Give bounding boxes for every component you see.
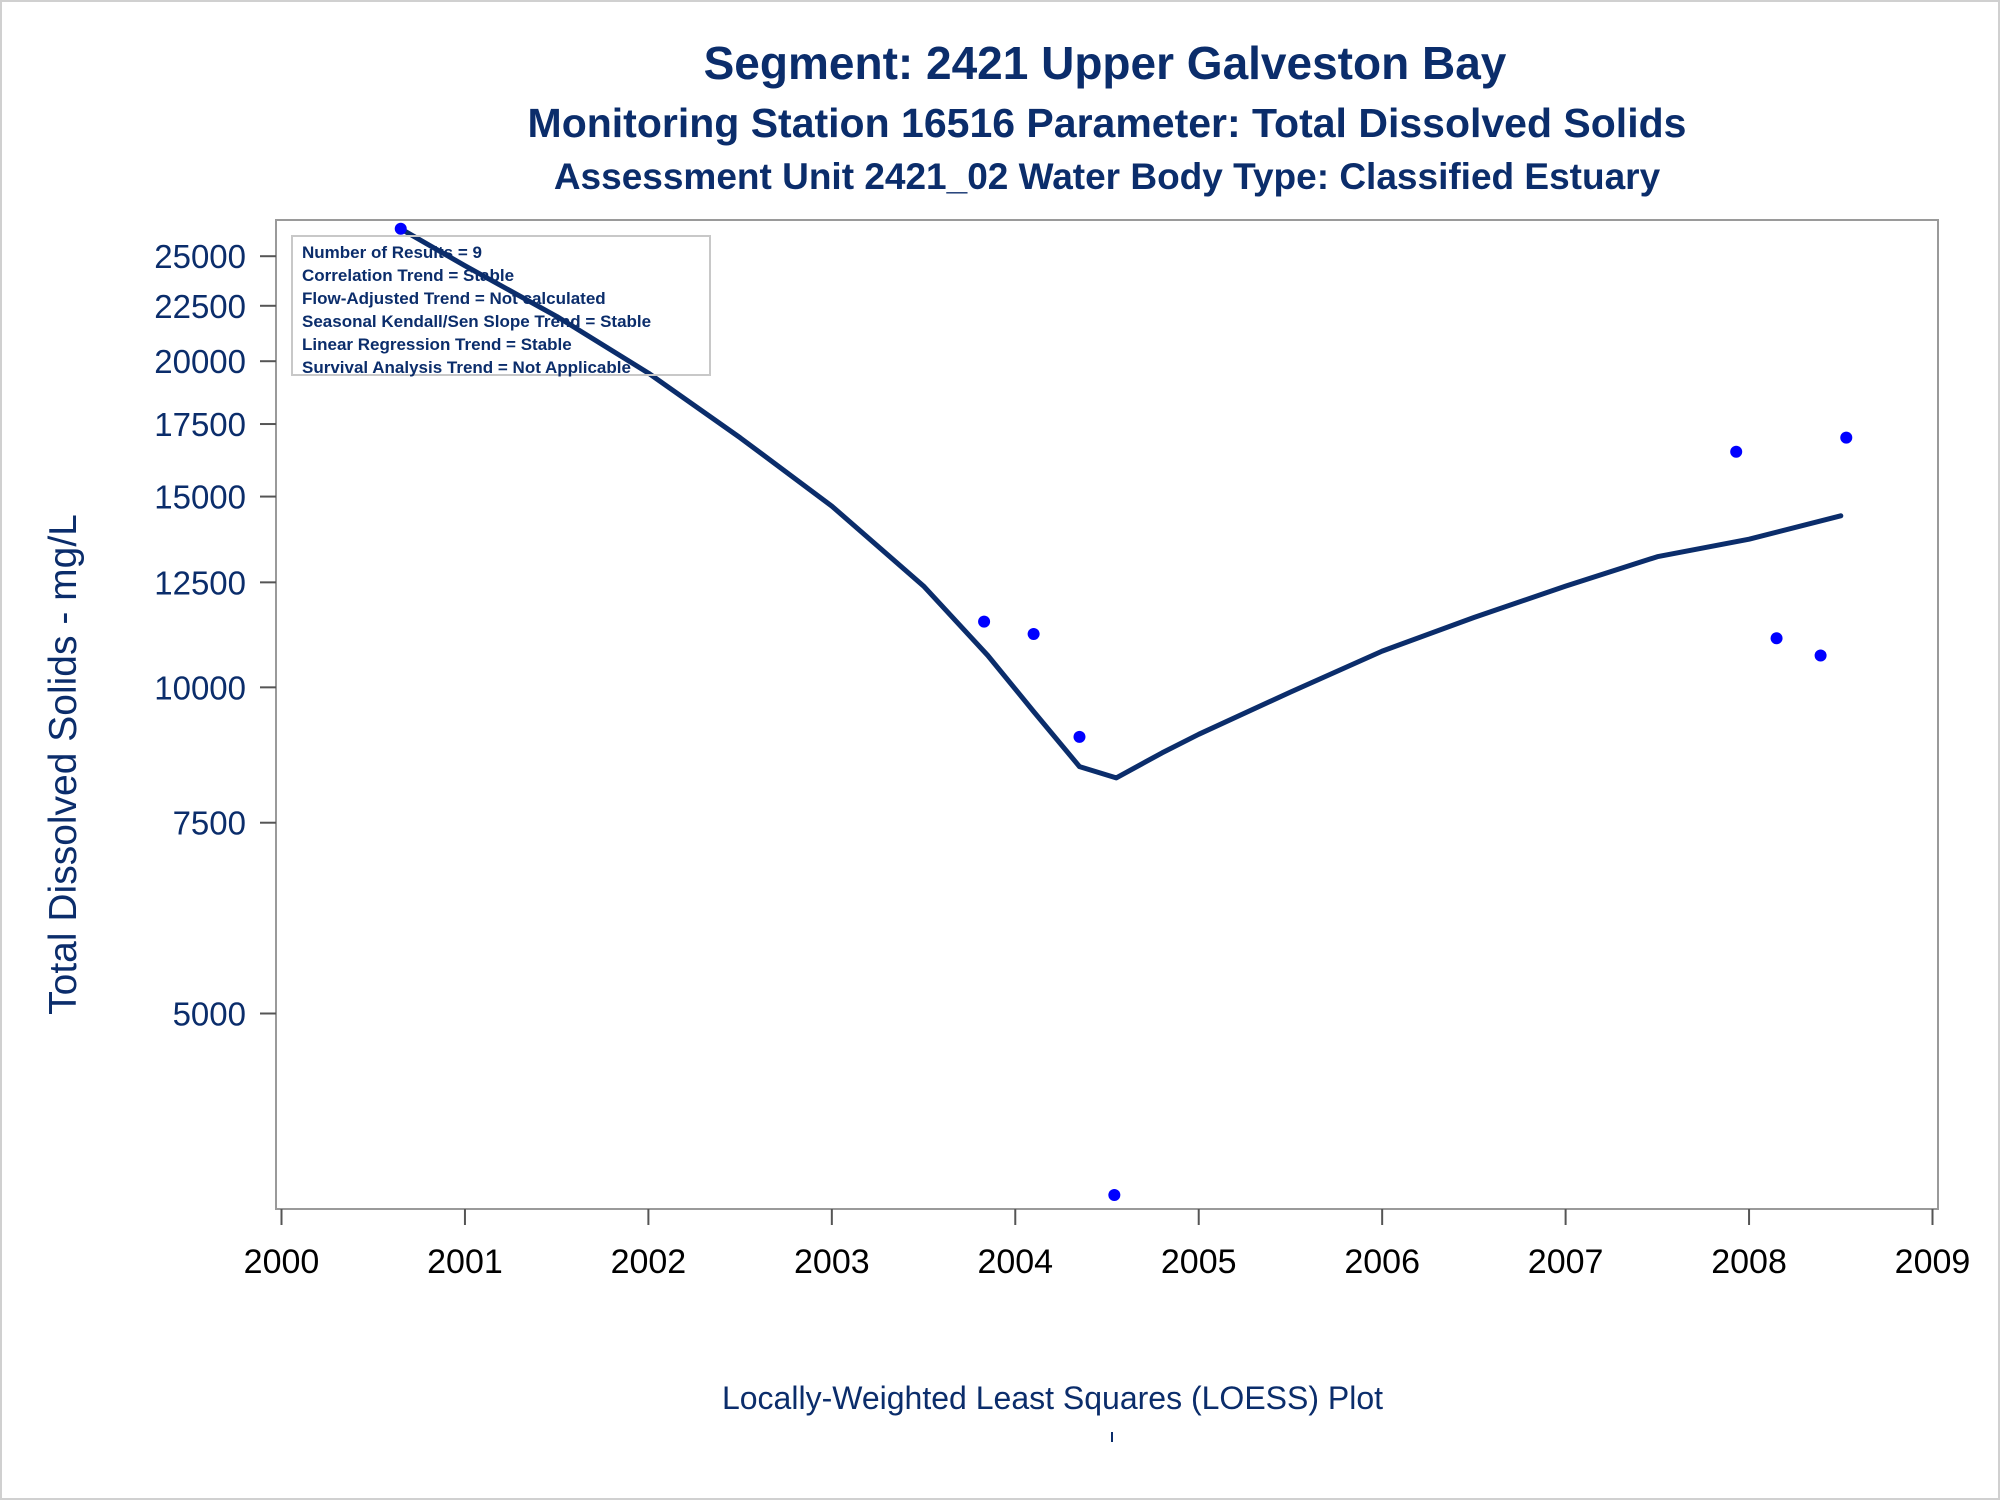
stat-number-of-results: Number of Results = 9 — [302, 243, 482, 262]
stat-seasonal-kendall-trend: Seasonal Kendall/Sen Slope Trend = Stabl… — [302, 312, 652, 331]
y-tick-label: 15000 — [154, 479, 246, 516]
x-tick-label: 2000 — [244, 1243, 320, 1281]
y-axis-label: Total Dissolved Solids - mg/L — [42, 514, 85, 1015]
chart-title: Segment: 2421 Upper Galveston Bay — [703, 37, 1507, 89]
data-point — [1108, 1188, 1121, 1201]
y-tick-label: 12500 — [154, 564, 246, 601]
data-point — [394, 222, 407, 235]
y-tick-label: 10000 — [154, 669, 246, 706]
data-point — [978, 615, 991, 628]
plot-footnote: Locally-Weighted Least Squares (LOESS) P… — [721, 1380, 1384, 1416]
stat-correlation-trend: Correlation Trend = Stable — [302, 266, 515, 285]
y-tick-label: 22500 — [154, 288, 246, 325]
y-tick-label: 20000 — [154, 343, 246, 380]
loess-trend-line — [398, 226, 1844, 781]
x-tick-label: 2003 — [794, 1243, 870, 1281]
chart-subtitle: Monitoring Station 16516 Parameter: Tota… — [527, 100, 1687, 146]
x-tick-label: 2009 — [1895, 1243, 1971, 1281]
y-tick-label: 17500 — [154, 406, 246, 443]
y-tick-label: 5000 — [173, 995, 246, 1032]
data-point — [1840, 431, 1853, 444]
x-tick-label: 2007 — [1528, 1243, 1604, 1281]
data-point — [1770, 632, 1783, 645]
stat-flow-adjusted-trend: Flow-Adjusted Trend = Not calculated — [302, 289, 606, 308]
stat-survival-analysis-trend: Survival Analysis Trend = Not Applicable — [302, 358, 631, 377]
trend-statistics-box: Number of Results = 9 Correlation Trend … — [291, 235, 711, 377]
data-point — [1730, 445, 1743, 458]
data-point — [1073, 730, 1086, 743]
footnote-tick-mark — [1111, 1432, 1113, 1442]
x-tick-label: 2002 — [611, 1243, 687, 1281]
x-tick-label: 2006 — [1344, 1243, 1420, 1281]
stat-linear-regression-trend: Linear Regression Trend = Stable — [302, 335, 572, 354]
x-tick-label: 2004 — [977, 1243, 1053, 1281]
y-tick-label: 25000 — [154, 238, 246, 275]
data-point — [1027, 628, 1040, 641]
y-tick-label: 7500 — [173, 805, 246, 842]
plot-area-frame — [275, 219, 1939, 1210]
x-tick-label: 2001 — [427, 1243, 503, 1281]
chart-subtitle-2: Assessment Unit 2421_02 Water Body Type:… — [553, 156, 1661, 197]
data-point — [1814, 649, 1827, 662]
x-tick-label: 2008 — [1711, 1243, 1787, 1281]
x-tick-label: 2005 — [1161, 1243, 1237, 1281]
